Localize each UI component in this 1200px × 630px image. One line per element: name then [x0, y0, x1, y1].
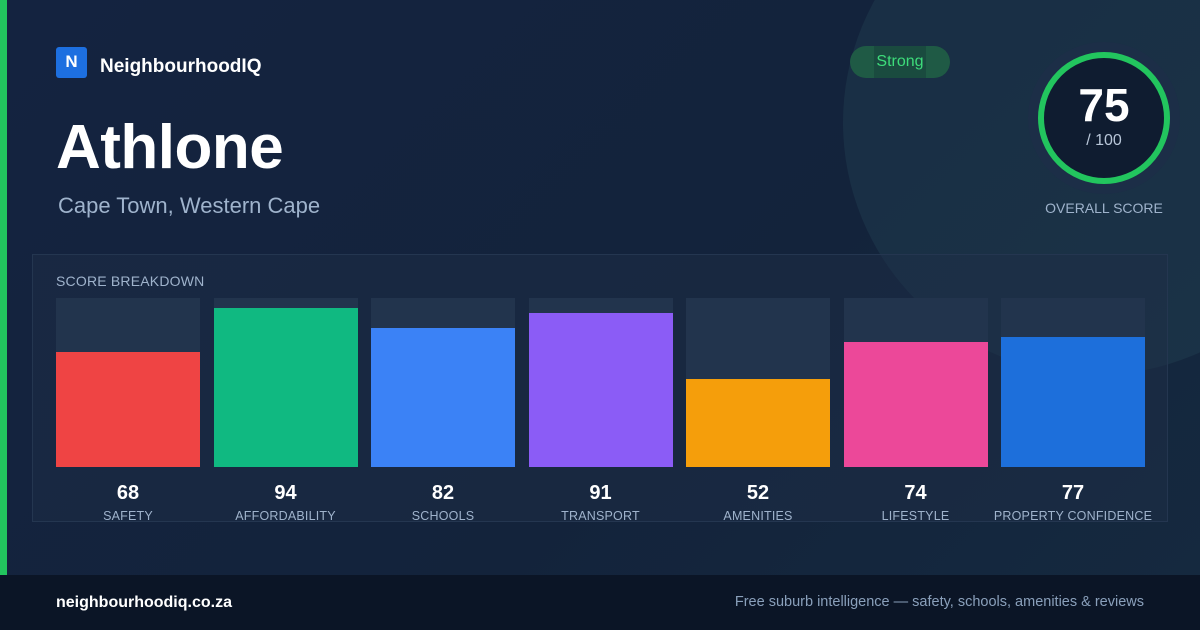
score-bar-property-confidence: 77 PROPERTY CONFIDENCE	[994, 298, 1152, 523]
score-bar-affordability: 94 AFFORDABILITY	[213, 298, 358, 523]
score-ring-arc	[1038, 52, 1170, 184]
score-breakdown-panel: SCORE BREAKDOWN 68 SAFETY 94 AFFORDABILITY 8…	[32, 254, 1168, 523]
score-bar-fill	[213, 308, 358, 467]
rating-badge: Strong	[850, 46, 950, 78]
score-bar-value: 74	[904, 482, 927, 504]
score-bar-fill	[528, 313, 673, 467]
overall-score-caption: OVERALL SCORE	[1045, 200, 1163, 216]
score-bar-lifestyle: 74 LIFESTYLE	[843, 298, 988, 523]
footer-url: neighbourhoodiq.co.za	[56, 594, 232, 611]
score-bar-transport: 91 TRANSPORT	[528, 298, 673, 523]
footer-tagline: Free suburb intelligence — safety, schoo…	[734, 594, 1144, 610]
score-bar-fill	[843, 342, 988, 467]
score-bar-label: TRANSPORT	[561, 509, 640, 523]
score-breakdown-title: SCORE BREAKDOWN	[56, 273, 205, 289]
score-bar-fill	[371, 328, 515, 467]
accent-bar	[0, 0, 7, 575]
score-bar-track	[843, 298, 988, 467]
overall-score-value: 75	[1078, 79, 1130, 131]
score-bar-schools: 82 SCHOOLS	[371, 298, 515, 523]
brand: N NeighbourhoodIQ	[56, 46, 261, 78]
overall-score-ring: 75 / 100	[1028, 42, 1180, 194]
score-bar-fill	[56, 352, 200, 467]
score-ring-graphic	[1038, 52, 1170, 184]
score-bar-label: AFFORDABILITY	[235, 509, 336, 523]
score-bar-track	[528, 298, 673, 467]
score-bar-track	[213, 298, 358, 467]
score-bar-value: 52	[746, 482, 770, 504]
score-bar-label: LIFESTYLE	[881, 509, 950, 523]
footer: neighbourhoodiq.co.za Free suburb intell…	[0, 575, 1200, 630]
score-bar-label: AMENITIES	[723, 509, 793, 523]
score-bar-track	[1001, 298, 1145, 467]
share-card: N NeighbourhoodIQ Athlone Cape Town, Wes…	[0, 0, 1200, 575]
score-bar-label: SAFETY	[103, 509, 153, 523]
score-bar-label: PROPERTY CONFIDENCE	[993, 509, 1153, 523]
score-bar-value: 94	[274, 482, 297, 504]
score-bar-value: 91	[589, 482, 612, 504]
overall-score-max: / 100	[1086, 132, 1122, 149]
suburb-location: Cape Town, Western Cape	[58, 193, 321, 218]
score-bar-safety: 68 SAFETY	[56, 298, 200, 523]
score-bar-fill	[1001, 337, 1145, 467]
score-bar-track	[371, 298, 515, 467]
suburb-title: Athlone	[56, 113, 284, 182]
brand-name: NeighbourhoodIQ	[100, 56, 262, 77]
score-bar-label: SCHOOLS	[411, 509, 475, 523]
score-bar-track	[686, 298, 830, 467]
score-bar-value: 77	[1061, 482, 1085, 504]
score-bar-track	[56, 298, 200, 467]
score-bar-amenities: 52 AMENITIES	[686, 298, 830, 523]
score-bar-value: 82	[431, 482, 455, 504]
score-bar-fill	[686, 379, 830, 467]
rating-badge-label: Strong	[876, 53, 924, 70]
score-bar-value: 68	[116, 482, 140, 504]
brand-logo-icon: N	[56, 46, 87, 78]
score-ring-inner	[1043, 57, 1165, 179]
